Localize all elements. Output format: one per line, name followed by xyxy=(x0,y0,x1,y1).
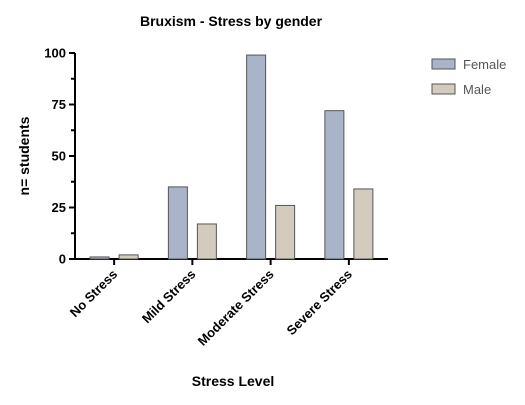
bar-male-severe-stress xyxy=(353,188,374,260)
legend-swatch-male xyxy=(431,83,456,95)
bar-male-moderate-stress xyxy=(275,204,296,260)
bar-female-severe-stress xyxy=(324,110,345,260)
bar-female-moderate-stress xyxy=(246,54,267,260)
bar-male-mild-stress xyxy=(196,223,217,260)
x-tick-label: No Stress xyxy=(67,267,121,321)
bar-female-no-stress xyxy=(89,256,110,260)
y-tick-label: 100 xyxy=(44,46,66,61)
chart-title: Bruxism - Stress by gender xyxy=(140,13,323,29)
legend-label-male: Male xyxy=(463,82,491,97)
x-tick-label: Moderate Stress xyxy=(195,267,277,349)
x-tick-label: Mild Stress xyxy=(139,267,199,327)
legend-label-female: Female xyxy=(463,57,506,72)
y-tick-label: 0 xyxy=(59,252,66,267)
legend: Female Male xyxy=(431,57,506,97)
bar-female-mild-stress xyxy=(167,186,188,260)
legend-swatch-female xyxy=(431,58,456,70)
x-tick-label: Severe Stress xyxy=(284,267,355,338)
y-tick-label: 25 xyxy=(52,200,66,215)
y-tick-label: 75 xyxy=(52,97,66,112)
y-tick-label: 50 xyxy=(52,149,66,164)
bar-male-no-stress xyxy=(118,254,139,260)
y-axis-label: n= students xyxy=(16,116,32,195)
x-axis-label: Stress Level xyxy=(192,373,275,389)
